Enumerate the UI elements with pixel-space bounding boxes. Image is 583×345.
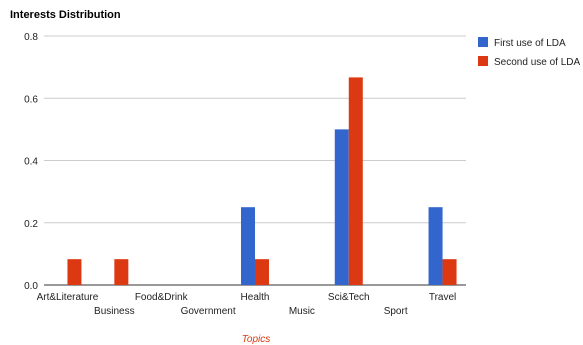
- x-category-label: Sport: [384, 306, 408, 317]
- legend-swatch: [478, 37, 488, 47]
- y-tick-label: 0.0: [24, 281, 38, 292]
- x-category-label: Business: [94, 306, 135, 317]
- y-axis-ticks: 0.0 0.2 0.4 0.6 0.8: [24, 32, 38, 292]
- bar-second-6: [348, 77, 363, 286]
- bars: [67, 77, 457, 286]
- bar-first-8: [428, 207, 443, 285]
- chart-title: Interests Distribution: [10, 9, 121, 21]
- x-category-label: Music: [289, 306, 315, 317]
- bar-second-1: [114, 259, 129, 285]
- bar-second-0: [67, 259, 82, 285]
- y-tick-label: 0.2: [24, 219, 38, 230]
- legend-label: First use of LDA: [494, 38, 566, 49]
- x-category-label: Art&Literature: [37, 292, 99, 303]
- legend-swatch: [478, 56, 488, 66]
- grid: [44, 35, 466, 286]
- bar-second-4: [255, 259, 269, 285]
- x-category-label: Travel: [429, 292, 456, 303]
- bar-second-8: [442, 259, 457, 285]
- bar-first-6: [334, 129, 349, 285]
- x-category-label: Health: [241, 292, 270, 303]
- y-tick-label: 0.8: [24, 32, 38, 43]
- legend-label: Second use of LDA: [494, 57, 580, 68]
- y-tick-label: 0.4: [24, 157, 38, 168]
- x-category-label: Government: [181, 306, 236, 317]
- y-tick-label: 0.6: [24, 94, 38, 105]
- bar-first-4: [241, 207, 255, 285]
- x-axis-title: Topics: [242, 334, 271, 345]
- x-category-label: Sci&Tech: [328, 292, 370, 303]
- legend: First use of LDA Second use of LDA: [478, 37, 580, 68]
- x-category-label: Food&Drink: [135, 292, 189, 303]
